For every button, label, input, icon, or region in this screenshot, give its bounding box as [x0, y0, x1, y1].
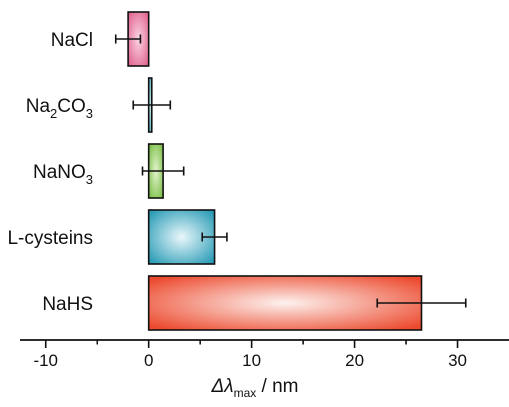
category-label-nano3: NaNO3: [33, 162, 93, 187]
category-label-nahs: NaHS: [42, 294, 93, 315]
bar-nahs: [147, 275, 423, 331]
error-bar-nacl: [114, 34, 142, 44]
category-label-l-cysteins: L-cysteins: [7, 228, 93, 249]
error-bar-nano3: [141, 166, 185, 176]
x-tick-label: -10: [33, 351, 58, 370]
error-bar-l-cysteins: [201, 232, 228, 242]
x-axis-label: Δλmax / nm: [210, 376, 298, 400]
x-tick-label: 10: [242, 351, 261, 370]
x-tick-label: 20: [345, 351, 364, 370]
x-axis: -10 0 10 20 30 Δλmax / nm: [20, 339, 509, 400]
x-tick-label: 0: [144, 351, 153, 370]
category-labels-layer: NaCl Na2CO3 NaNO3 L-cysteins NaHS: [7, 30, 93, 315]
error-bars-layer: [114, 34, 467, 308]
error-bar-na2co3: [132, 100, 172, 110]
error-bar-nahs: [376, 298, 467, 308]
x-tick-label: 30: [448, 351, 467, 370]
category-label-nacl: NaCl: [51, 30, 93, 51]
category-label-na2co3: Na2CO3: [26, 96, 93, 121]
